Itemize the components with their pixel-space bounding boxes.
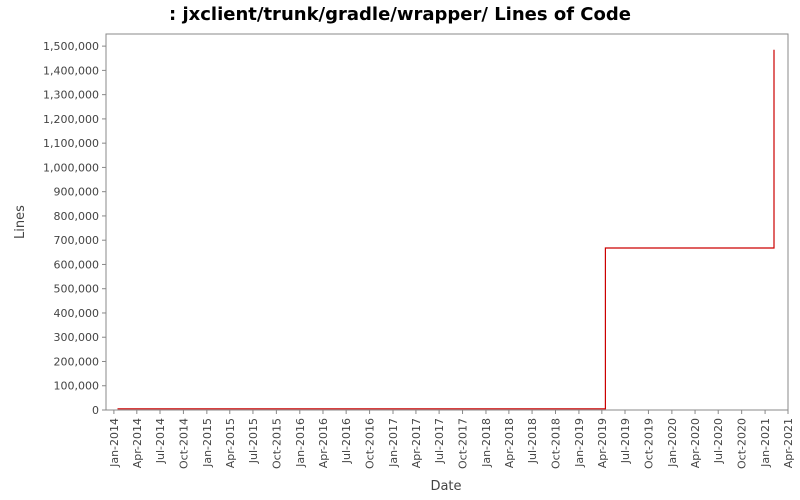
y-tick-label: 300,000: [54, 331, 100, 344]
y-tick-label: 200,000: [54, 355, 100, 368]
x-tick-label: Jan-2015: [201, 418, 214, 468]
x-tick-label: Jan-2014: [108, 418, 121, 468]
x-tick-label: Apr-2018: [503, 418, 516, 468]
x-axis-label: Date: [430, 479, 461, 494]
y-tick-label: 500,000: [54, 283, 100, 296]
y-tick-label: 1,100,000: [43, 137, 99, 150]
chart-title: : jxclient/trunk/gradle/wrapper/ Lines o…: [169, 4, 631, 25]
x-tick-label: Jan-2017: [387, 418, 400, 468]
y-tick-label: 100,000: [54, 380, 100, 393]
x-tick-label: Jul-2020: [712, 418, 725, 464]
x-tick-label: Oct-2014: [177, 418, 190, 469]
x-tick-label: Apr-2020: [689, 418, 702, 468]
x-tick-label: Apr-2021: [782, 418, 795, 468]
x-tick-label: Oct-2015: [270, 418, 283, 469]
y-tick-label: 1,400,000: [43, 64, 99, 77]
y-tick-label: 1,500,000: [43, 40, 99, 53]
x-tick-label: Jan-2016: [294, 418, 307, 468]
y-axis: 0 100,000 200,000 300,000 400,000 500,000 600,…: [43, 40, 106, 417]
y-tick-label: 1,300,000: [43, 89, 99, 102]
x-tick-label: Jan-2021: [759, 418, 772, 468]
x-tick-label: Apr-2017: [410, 418, 423, 468]
x-tick-label: Jul-2018: [526, 418, 539, 464]
x-tick-label: Oct-2017: [457, 418, 470, 469]
x-tick-label: Apr-2016: [317, 418, 330, 468]
x-tick-label: Jan-2018: [480, 418, 493, 468]
x-tick-label: Jul-2019: [619, 418, 632, 464]
y-tick-label: 1,000,000: [43, 161, 99, 174]
x-tick-label: Jul-2015: [247, 418, 260, 464]
plot-area: [105, 33, 789, 411]
y-tick-label: 400,000: [54, 307, 100, 320]
y-tick-label: 600,000: [54, 258, 100, 271]
y-tick-label: 800,000: [54, 210, 100, 223]
x-tick-label: Jul-2017: [433, 418, 446, 464]
x-axis: Jan-2014 Apr-2014 Jul-2014 Oct-2014 Jan-2015…: [108, 410, 795, 469]
x-tick-label: Apr-2019: [596, 418, 609, 468]
x-tick-label: Jan-2020: [666, 418, 679, 468]
y-tick-label: 700,000: [54, 234, 100, 247]
x-tick-label: Apr-2014: [131, 418, 144, 468]
x-tick-label: Jul-2016: [340, 418, 353, 464]
y-tick-label: 1,200,000: [43, 113, 99, 126]
x-tick-label: Jan-2019: [573, 418, 586, 468]
y-tick-label: 0: [92, 404, 99, 417]
x-tick-label: Apr-2015: [224, 418, 237, 468]
y-tick-label: 900,000: [54, 186, 100, 199]
y-axis-label: Lines: [13, 205, 28, 239]
x-tick-label: Jul-2014: [154, 418, 167, 464]
x-tick-label: Oct-2018: [549, 418, 562, 469]
x-tick-label: Oct-2019: [642, 418, 655, 469]
series-line: [117, 49, 775, 410]
series-layer: [117, 49, 775, 410]
x-tick-label: Oct-2020: [736, 418, 749, 469]
x-tick-label: Oct-2016: [364, 418, 377, 469]
